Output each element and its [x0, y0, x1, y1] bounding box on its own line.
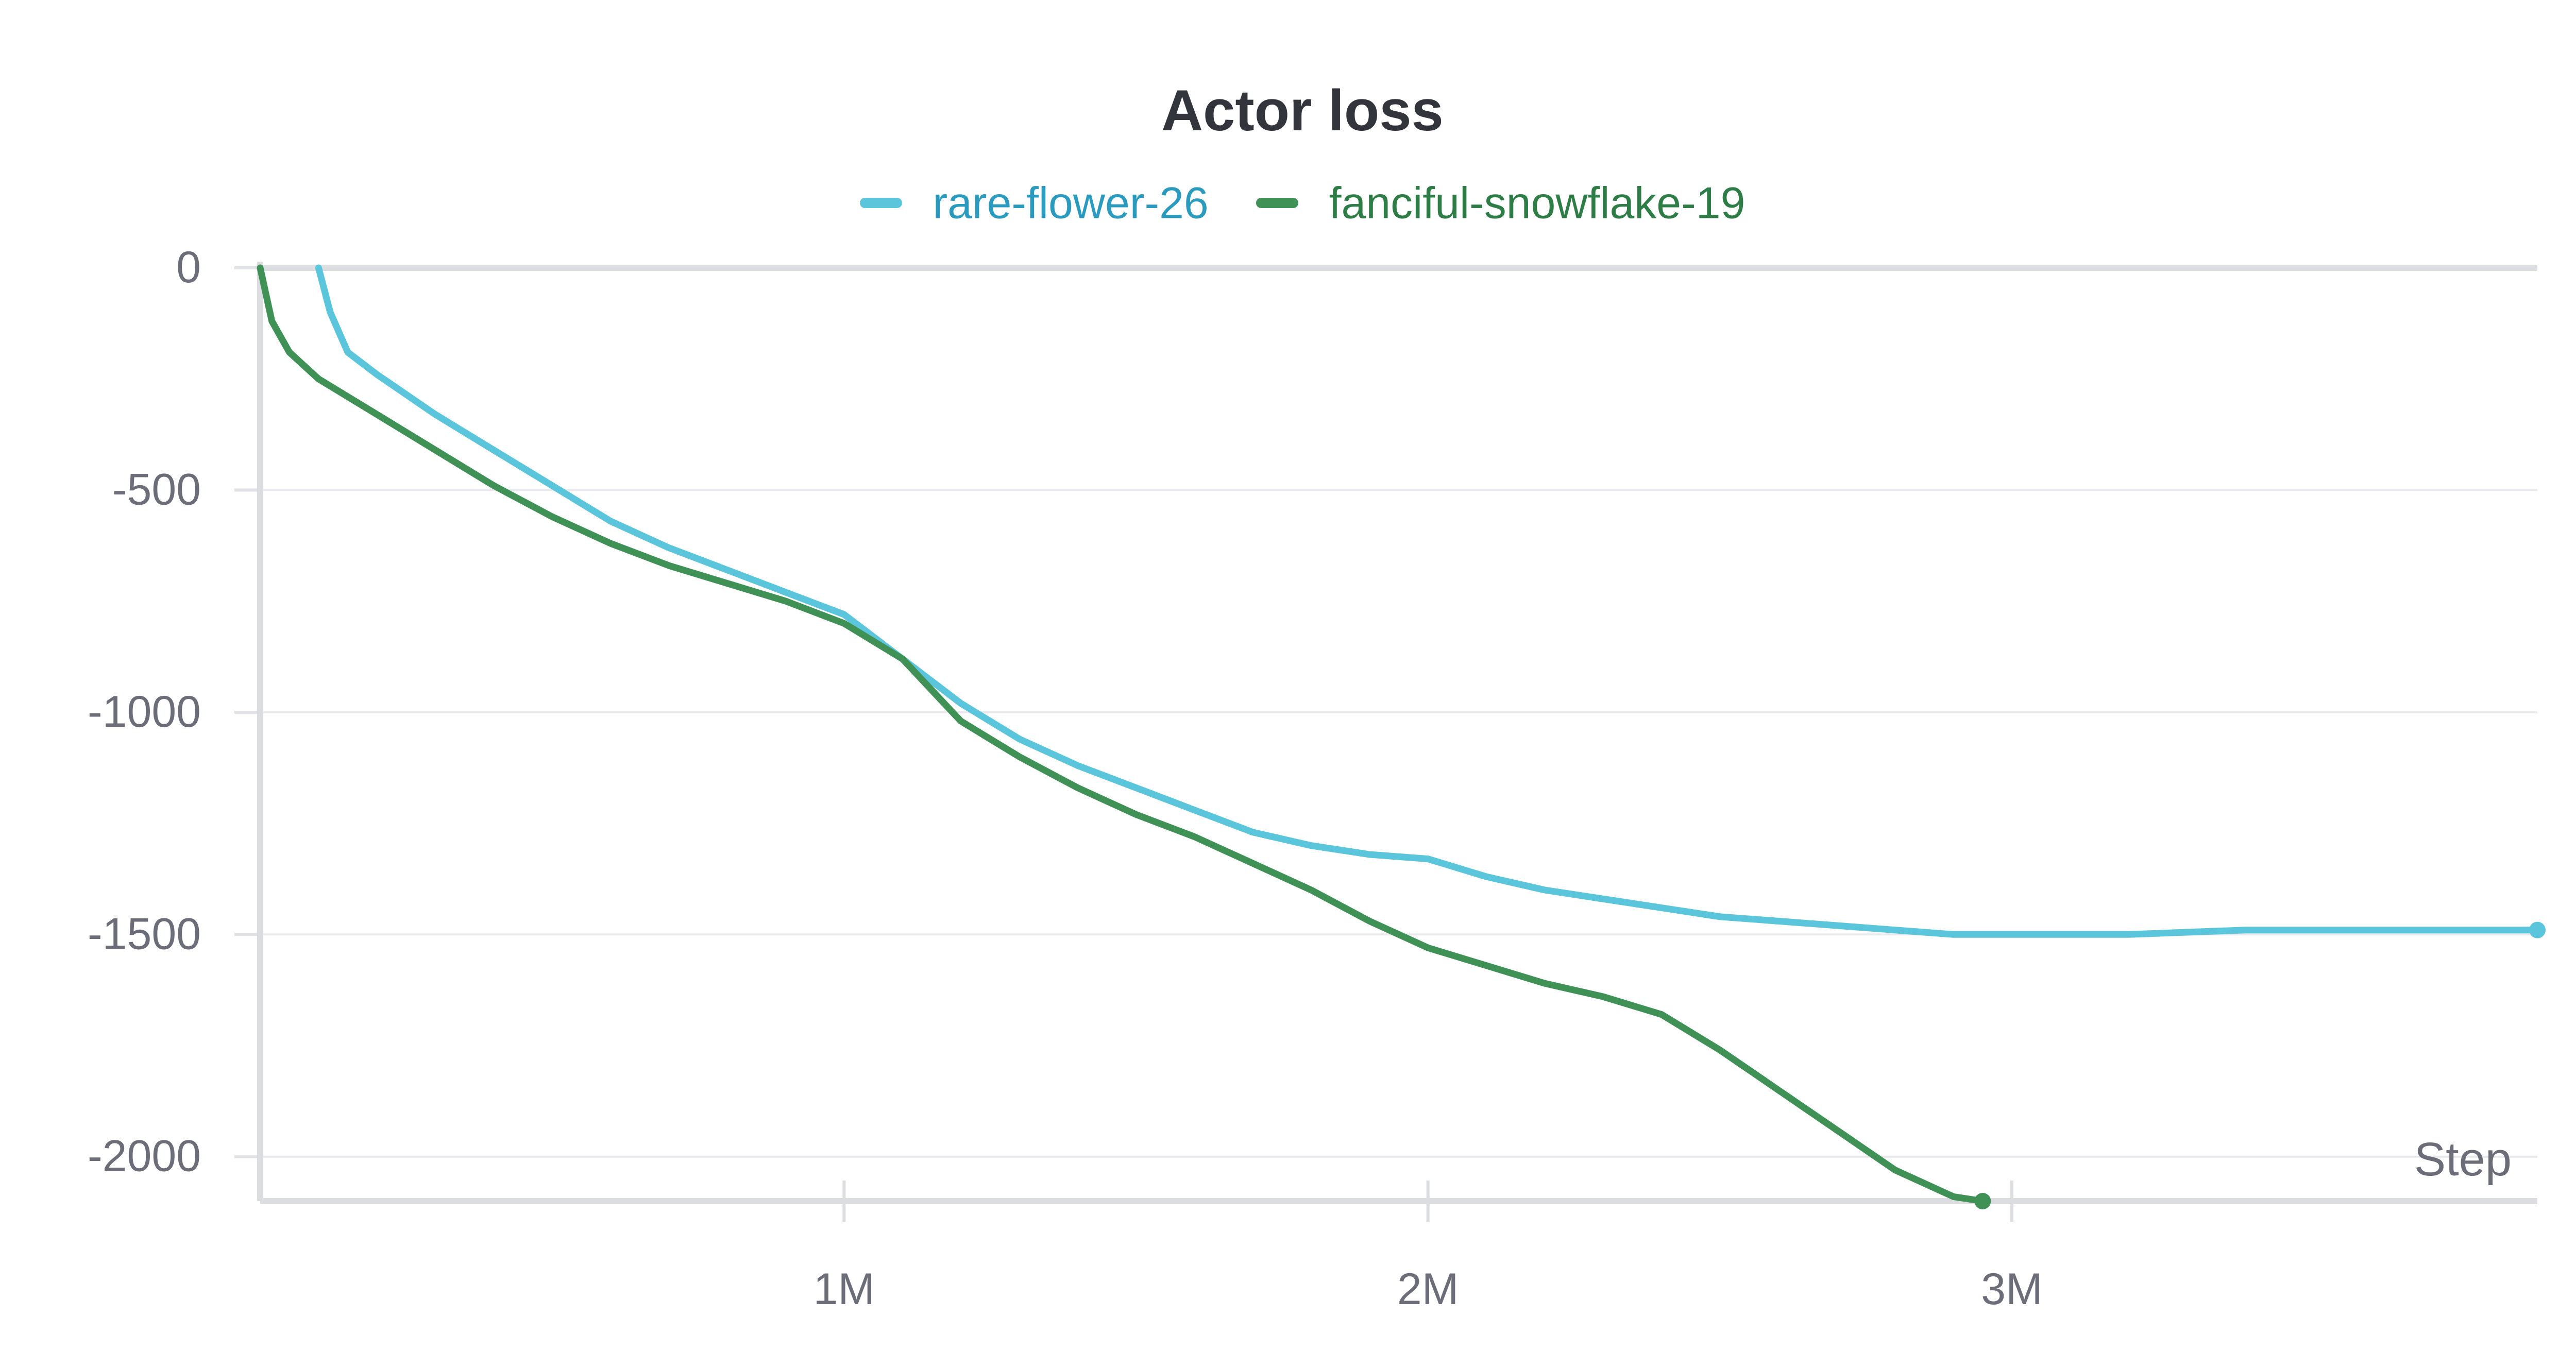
legend-item-series-0[interactable]: rare-flower-26 — [859, 172, 1209, 231]
series-1-end-marker — [1974, 1193, 1991, 1209]
y-tick-label-4: -2000 — [88, 1132, 201, 1181]
x-tick-label-2: 3M — [1981, 1264, 2042, 1314]
legend-item-series-1[interactable]: fanciful-snowflake-19 — [1256, 172, 1745, 231]
y-tick-label-1: -500 — [112, 465, 201, 514]
series-line-1 — [257, 264, 1986, 1205]
legend-label-series-0: rare-flower-26 — [933, 178, 1209, 228]
series-line-0 — [315, 264, 2541, 938]
series-layer — [257, 264, 2546, 1209]
series-0-end-marker — [2529, 921, 2546, 938]
legend-label-series-1: fanciful-snowflake-19 — [1329, 178, 1745, 228]
y-tick-label-2: -1000 — [88, 687, 201, 737]
y-tick-label-0: 0 — [176, 243, 201, 292]
x-axis-title: Step — [2414, 1133, 2512, 1186]
chart-title: Actor loss — [1161, 78, 1444, 143]
legend-swatch-series-0 — [859, 198, 902, 209]
axis-layer — [234, 262, 2537, 1222]
grid-layer — [260, 265, 2537, 1158]
legend-swatch-series-1 — [1256, 198, 1298, 209]
x-tick-label-0: 1M — [814, 1264, 875, 1314]
x-tick-label-1: 2M — [1397, 1264, 1459, 1314]
label-layer: Step 0 -500 -1000 -1500 -2000 1M 2M 3M — [88, 243, 2512, 1314]
y-tick-label-3: -1500 — [88, 909, 201, 959]
legend: rare-flower-26 fanciful-snowflake-19 — [0, 170, 2576, 231]
